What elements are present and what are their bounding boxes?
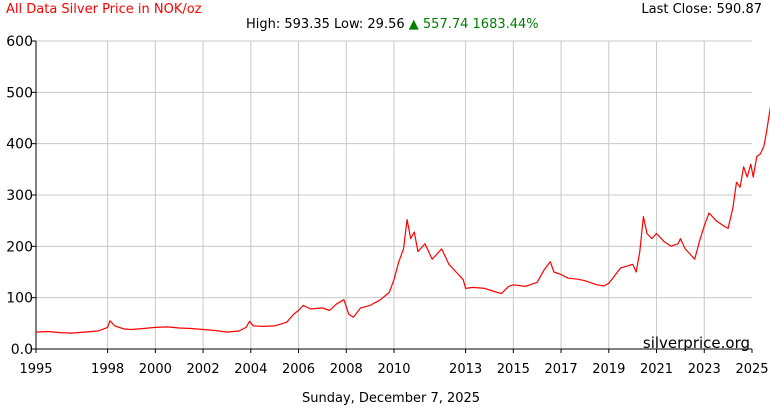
x-tick-label: 2006 (282, 362, 315, 377)
x-tick-label: 2023 (688, 362, 721, 377)
x-tick-label: 2004 (234, 362, 267, 377)
x-tick-label: 2002 (187, 362, 220, 377)
date-footer: Sunday, December 7, 2025 (302, 391, 481, 406)
x-tick-label: 2015 (497, 362, 530, 377)
y-tick-label: 300 (6, 188, 33, 204)
y-tick-label: 0.0 (11, 342, 33, 358)
chart-plot-area (35, 105, 770, 334)
x-tick-label: 2019 (592, 362, 625, 377)
y-tick-label: 500 (6, 85, 33, 101)
watermark-text: silverprice.org (643, 334, 750, 352)
x-tick-label: 2025 (735, 362, 768, 377)
x-tick-label: 2008 (330, 362, 363, 377)
y-tick-label: 600 (6, 34, 33, 50)
x-tick-label: 1998 (91, 362, 124, 377)
x-tick-label: 1995 (19, 362, 52, 377)
last-close-value: Last Close: 590.87 (641, 2, 762, 17)
chart-grid (36, 40, 752, 349)
y-tick-label: 100 (6, 291, 33, 307)
x-tick-label: 2017 (545, 362, 578, 377)
chart-tick-labels: 1995 1998 2000 2002 2004 2006 2008 2010 2013 2015… (6, 34, 768, 377)
chart-axes (32, 40, 753, 353)
high-low-stats: High: 593.35 Low: 29.56 ▲ 557.74 1683.44… (246, 17, 539, 32)
y-tick-label: 200 (6, 239, 33, 255)
chart-title: All Data Silver Price in NOK/oz (6, 2, 202, 17)
price-series-line (35, 105, 770, 334)
x-tick-label: 2010 (377, 362, 410, 377)
change-value: ▲ 557.74 1683.44% (408, 17, 539, 32)
high-low-text: High: 593.35 Low: 29.56 (246, 17, 405, 32)
x-tick-label: 2000 (139, 362, 172, 377)
y-tick-label: 400 (6, 137, 33, 153)
x-tick-label: 2021 (640, 362, 673, 377)
x-tick-label: 2013 (449, 362, 482, 377)
